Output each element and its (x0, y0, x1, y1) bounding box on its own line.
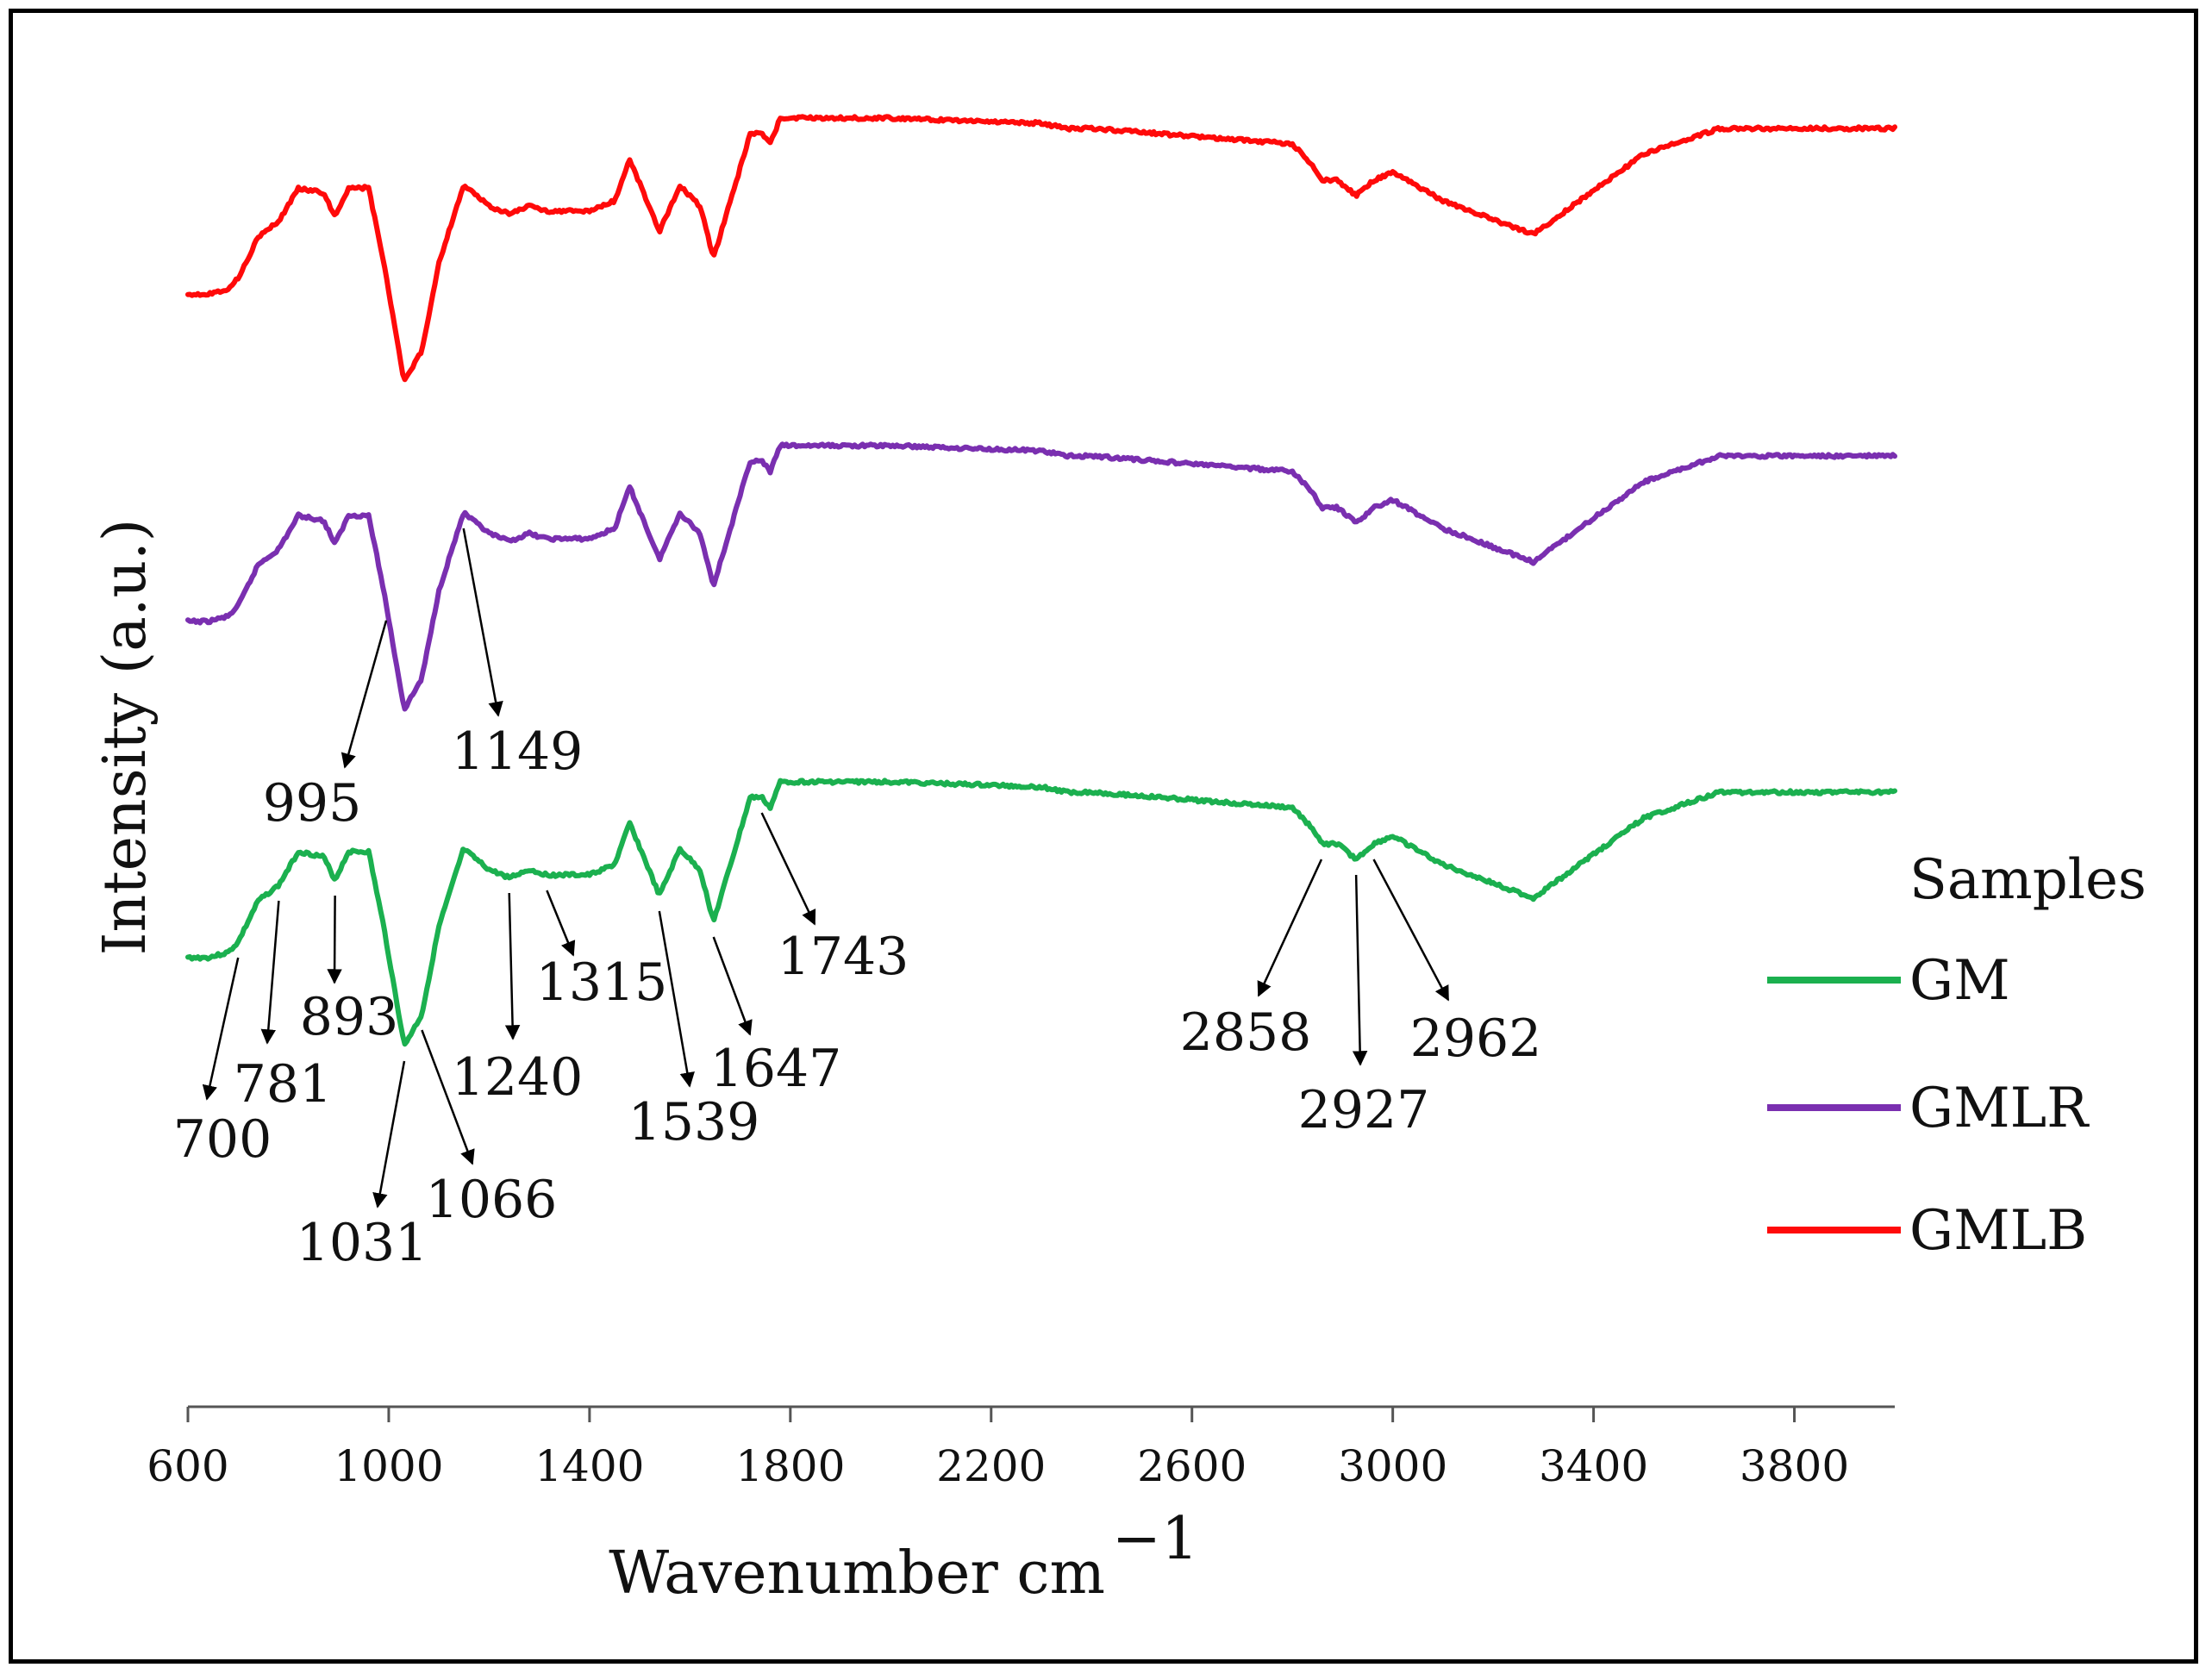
x-tick-label: 600 (147, 1441, 228, 1491)
annotation-label-1743: 1743 (778, 927, 909, 987)
annotation-label-781: 781 (234, 1054, 333, 1115)
annotation-label-1149: 1149 (452, 721, 584, 782)
annotation-arrow-995 (341, 620, 388, 769)
annotation-label-893: 893 (300, 987, 399, 1047)
series-line-gm (185, 778, 1897, 1047)
annotation-label-1240: 1240 (452, 1047, 584, 1108)
x-tick-label: 3000 (1338, 1441, 1447, 1491)
legend-label-gmlr: GMLR (1909, 1077, 2090, 1140)
annotation-arrow-2858 (1257, 859, 1323, 997)
y-axis-title: Intensity (a.u.) (91, 519, 159, 956)
annotation-arrow-1743 (760, 812, 816, 926)
legend-title: Samples (1909, 848, 2146, 912)
annotation-label-2858: 2858 (1180, 1002, 1312, 1063)
figure-frame (9, 9, 2198, 1664)
legend-label-gmlb: GMLB (1909, 1199, 2087, 1263)
annotation-arrow-1539 (658, 910, 695, 1088)
legend: Samples GM GMLR GMLB (1767, 848, 2146, 1263)
annotation-label-1031: 1031 (297, 1213, 428, 1273)
annotation-arrow-1031 (372, 1060, 406, 1208)
annotation-arrow-2962 (1372, 859, 1450, 1002)
annotation-label-995: 995 (263, 773, 362, 834)
annotation-arrow-893 (327, 895, 342, 984)
annotation-arrow-1066 (421, 1029, 475, 1165)
x-tick-label: 2600 (1137, 1441, 1247, 1491)
x-tick-label: 1000 (334, 1441, 443, 1491)
annotation-label-1315: 1315 (536, 952, 668, 1013)
x-tick-label: 2200 (936, 1441, 1046, 1491)
x-ticks: 600 1000 1400 1800 2200 2600 3000 3400 3800 (147, 1407, 1849, 1491)
series-layer (185, 114, 1897, 1047)
annotation-arrow-700 (202, 957, 240, 1101)
annotation-arrow-1315 (546, 890, 576, 957)
series-line-gmlr (185, 441, 1897, 712)
series-line-gmlb (185, 114, 1897, 383)
annotation-arrow-1647 (712, 936, 753, 1036)
annotation-label-1647: 1647 (710, 1039, 842, 1099)
annotation-label-1539: 1539 (628, 1092, 760, 1152)
annotation-label-700: 700 (173, 1109, 272, 1170)
annotation-arrow-2927 (1352, 874, 1368, 1066)
x-axis-title: Wavenumber cm (609, 1539, 1105, 1608)
annotation-arrow-781 (260, 900, 280, 1045)
annotation-label-1066: 1066 (426, 1170, 558, 1230)
x-tick-label: 3800 (1740, 1441, 1849, 1491)
x-tick-label: 1400 (534, 1441, 644, 1491)
x-axis-title-superscript: −1 (1112, 1505, 1198, 1573)
x-tick-label: 1800 (735, 1441, 845, 1491)
x-tick-label: 3400 (1539, 1441, 1648, 1491)
annotation-label-2927: 2927 (1298, 1080, 1430, 1140)
annotation-label-2962: 2962 (1410, 1009, 1542, 1069)
legend-label-gm: GM (1909, 949, 2010, 1013)
annotation-arrow-1149 (462, 528, 503, 717)
annotation-arrow-1240 (504, 892, 521, 1040)
